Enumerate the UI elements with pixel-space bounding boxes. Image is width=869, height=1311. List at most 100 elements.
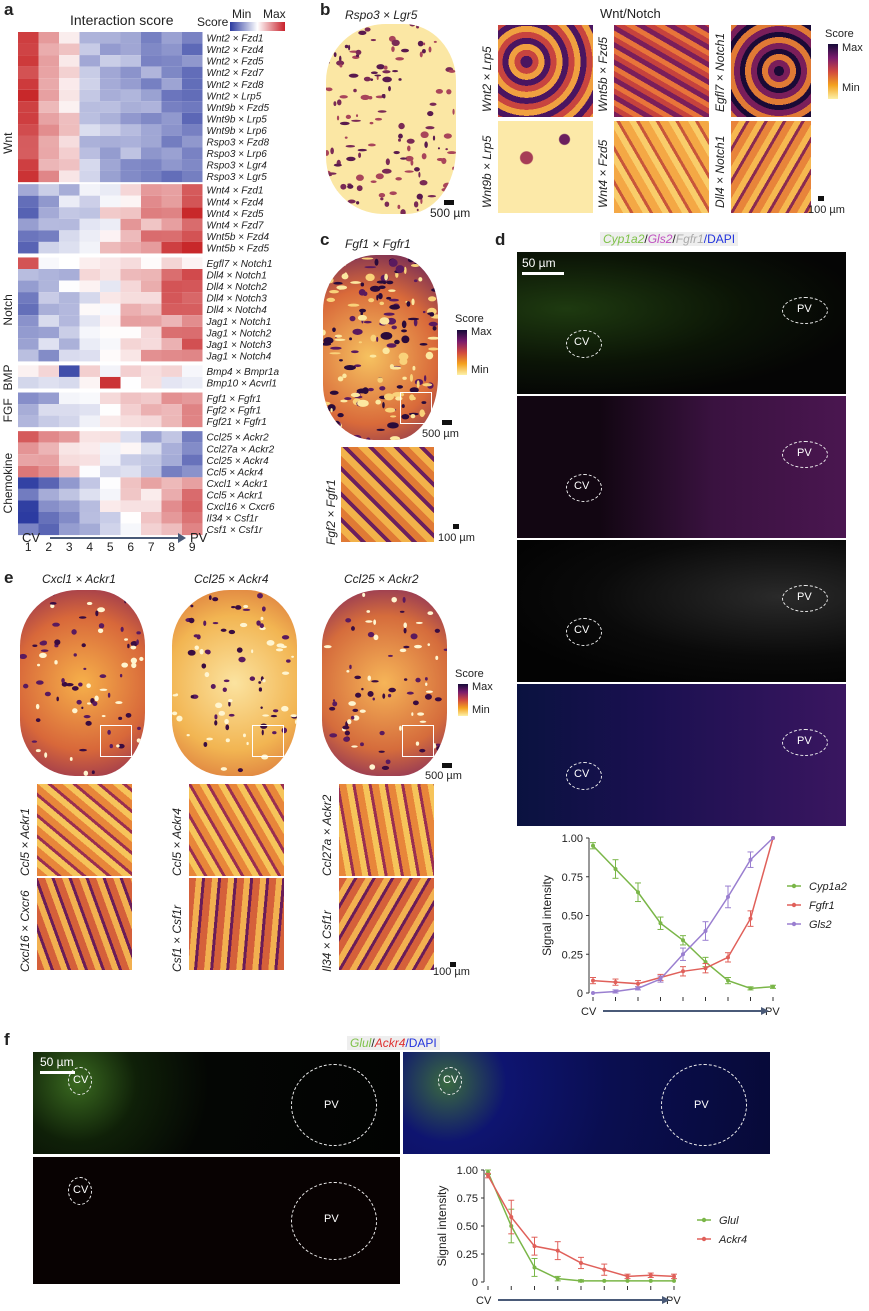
- heatmap-cell: [141, 257, 162, 269]
- heatmap-cell: [120, 218, 141, 231]
- heatmap-cell: [79, 465, 100, 478]
- heatmap-cell: [120, 415, 141, 428]
- map-spot: [281, 635, 290, 640]
- heatmap-cell: [120, 112, 141, 125]
- heatmap-cell: [161, 89, 182, 102]
- heatmap-cell: [100, 431, 121, 443]
- map-spot: [398, 122, 405, 130]
- heatmap-cell: [18, 465, 39, 478]
- panel-e-tile-label: Ccl5 × Ackr4: [170, 808, 184, 876]
- heatmap-cell: [38, 257, 59, 269]
- map-spot: [355, 49, 362, 55]
- heatmap-cell: [18, 66, 39, 79]
- panel-b-tile: [497, 24, 594, 118]
- cv-label: CV: [574, 768, 590, 780]
- zoom-box: [100, 725, 132, 757]
- heatmap-cell: [18, 488, 39, 501]
- map-spot: [396, 385, 404, 389]
- map-spot: [85, 720, 92, 726]
- map-spot: [136, 753, 143, 758]
- heatmap-cell: [38, 170, 59, 183]
- map-spot: [251, 649, 254, 654]
- map-spot: [41, 640, 47, 645]
- heatmap-cell: [38, 488, 59, 501]
- heatmap-cell: [141, 135, 162, 148]
- heatmap-legend-label: Score: [197, 15, 229, 29]
- heatmap-cell: [59, 465, 80, 478]
- map-spot: [388, 298, 400, 302]
- heatmap-group-label: Chemokine: [1, 452, 15, 513]
- heatmap-row-label: Wnt5b × Fzd5: [207, 243, 270, 254]
- map-spot: [417, 712, 425, 716]
- heatmap-cell: [100, 207, 121, 219]
- heatmap-cell: [161, 32, 182, 44]
- map-spot: [345, 114, 352, 119]
- data-point: [658, 921, 663, 926]
- map-spot: [224, 718, 229, 725]
- map-spot: [452, 108, 455, 115]
- map-spot: [410, 413, 416, 419]
- microscopy-image: CV PV: [33, 1052, 400, 1154]
- map-spot: [379, 386, 386, 391]
- map-spot: [409, 373, 413, 382]
- heatmap-cell: [182, 89, 203, 102]
- map-spot: [365, 620, 373, 623]
- map-spot: [419, 409, 425, 418]
- map-spot: [208, 595, 212, 601]
- map-spot: [401, 335, 410, 344]
- microscopy-image: CV PV: [33, 1157, 400, 1284]
- map-spot: [261, 729, 264, 736]
- heatmap-cell: [100, 230, 121, 242]
- map-spot: [403, 678, 408, 681]
- map-spot: [406, 691, 414, 695]
- map-spot: [347, 719, 352, 725]
- heatmap-cell: [38, 442, 59, 455]
- heatmap-cell: [18, 477, 39, 489]
- heatmap-cell: [120, 170, 141, 183]
- map-spot: [204, 649, 211, 654]
- stain-name: Glul: [350, 1036, 372, 1050]
- map-spot: [385, 407, 396, 413]
- heatmap-cell: [100, 477, 121, 489]
- map-spot: [391, 325, 397, 330]
- map-spot: [388, 687, 396, 693]
- map-spot: [387, 422, 399, 429]
- map-spot: [257, 592, 263, 599]
- map-spot: [286, 659, 291, 663]
- map-spot: [383, 393, 395, 401]
- map-spot: [214, 714, 218, 720]
- map-spot: [446, 89, 452, 95]
- heatmap-row-label: Ccl5 × Ackr1: [207, 490, 264, 501]
- heatmap-cell: [161, 78, 182, 90]
- heatmap-cell: [79, 135, 100, 148]
- map-spot: [332, 327, 336, 333]
- map-spot: [54, 660, 58, 665]
- heatmap-cell: [120, 55, 141, 67]
- heatmap-cell: [141, 431, 162, 443]
- heatmap-cell: [141, 349, 162, 362]
- map-spot: [435, 655, 439, 661]
- scale-bar: [453, 524, 459, 529]
- heatmap-cell: [161, 349, 182, 362]
- map-spot: [333, 52, 337, 58]
- map-spot: [323, 258, 334, 267]
- map-spot: [367, 387, 374, 392]
- heatmap-cell: [182, 292, 203, 304]
- map-spot: [358, 30, 367, 36]
- heatmap-cell: [161, 218, 182, 231]
- map-spot: [83, 715, 91, 719]
- map-spot: [409, 387, 419, 393]
- map-spot: [381, 168, 392, 174]
- map-spot: [406, 138, 415, 144]
- heatmap-cell: [182, 442, 203, 455]
- map-spot: [107, 692, 111, 698]
- heatmap-row-label: Ccl27a × Ackr2: [207, 444, 275, 455]
- map-spot: [410, 263, 420, 267]
- map-spot: [237, 768, 243, 773]
- heatmap-cell: [120, 442, 141, 455]
- map-spot: [388, 654, 393, 657]
- cv-label: CV: [574, 336, 590, 348]
- heatmap-cell: [79, 292, 100, 304]
- map-spot: [416, 380, 420, 388]
- map-spot: [428, 321, 438, 327]
